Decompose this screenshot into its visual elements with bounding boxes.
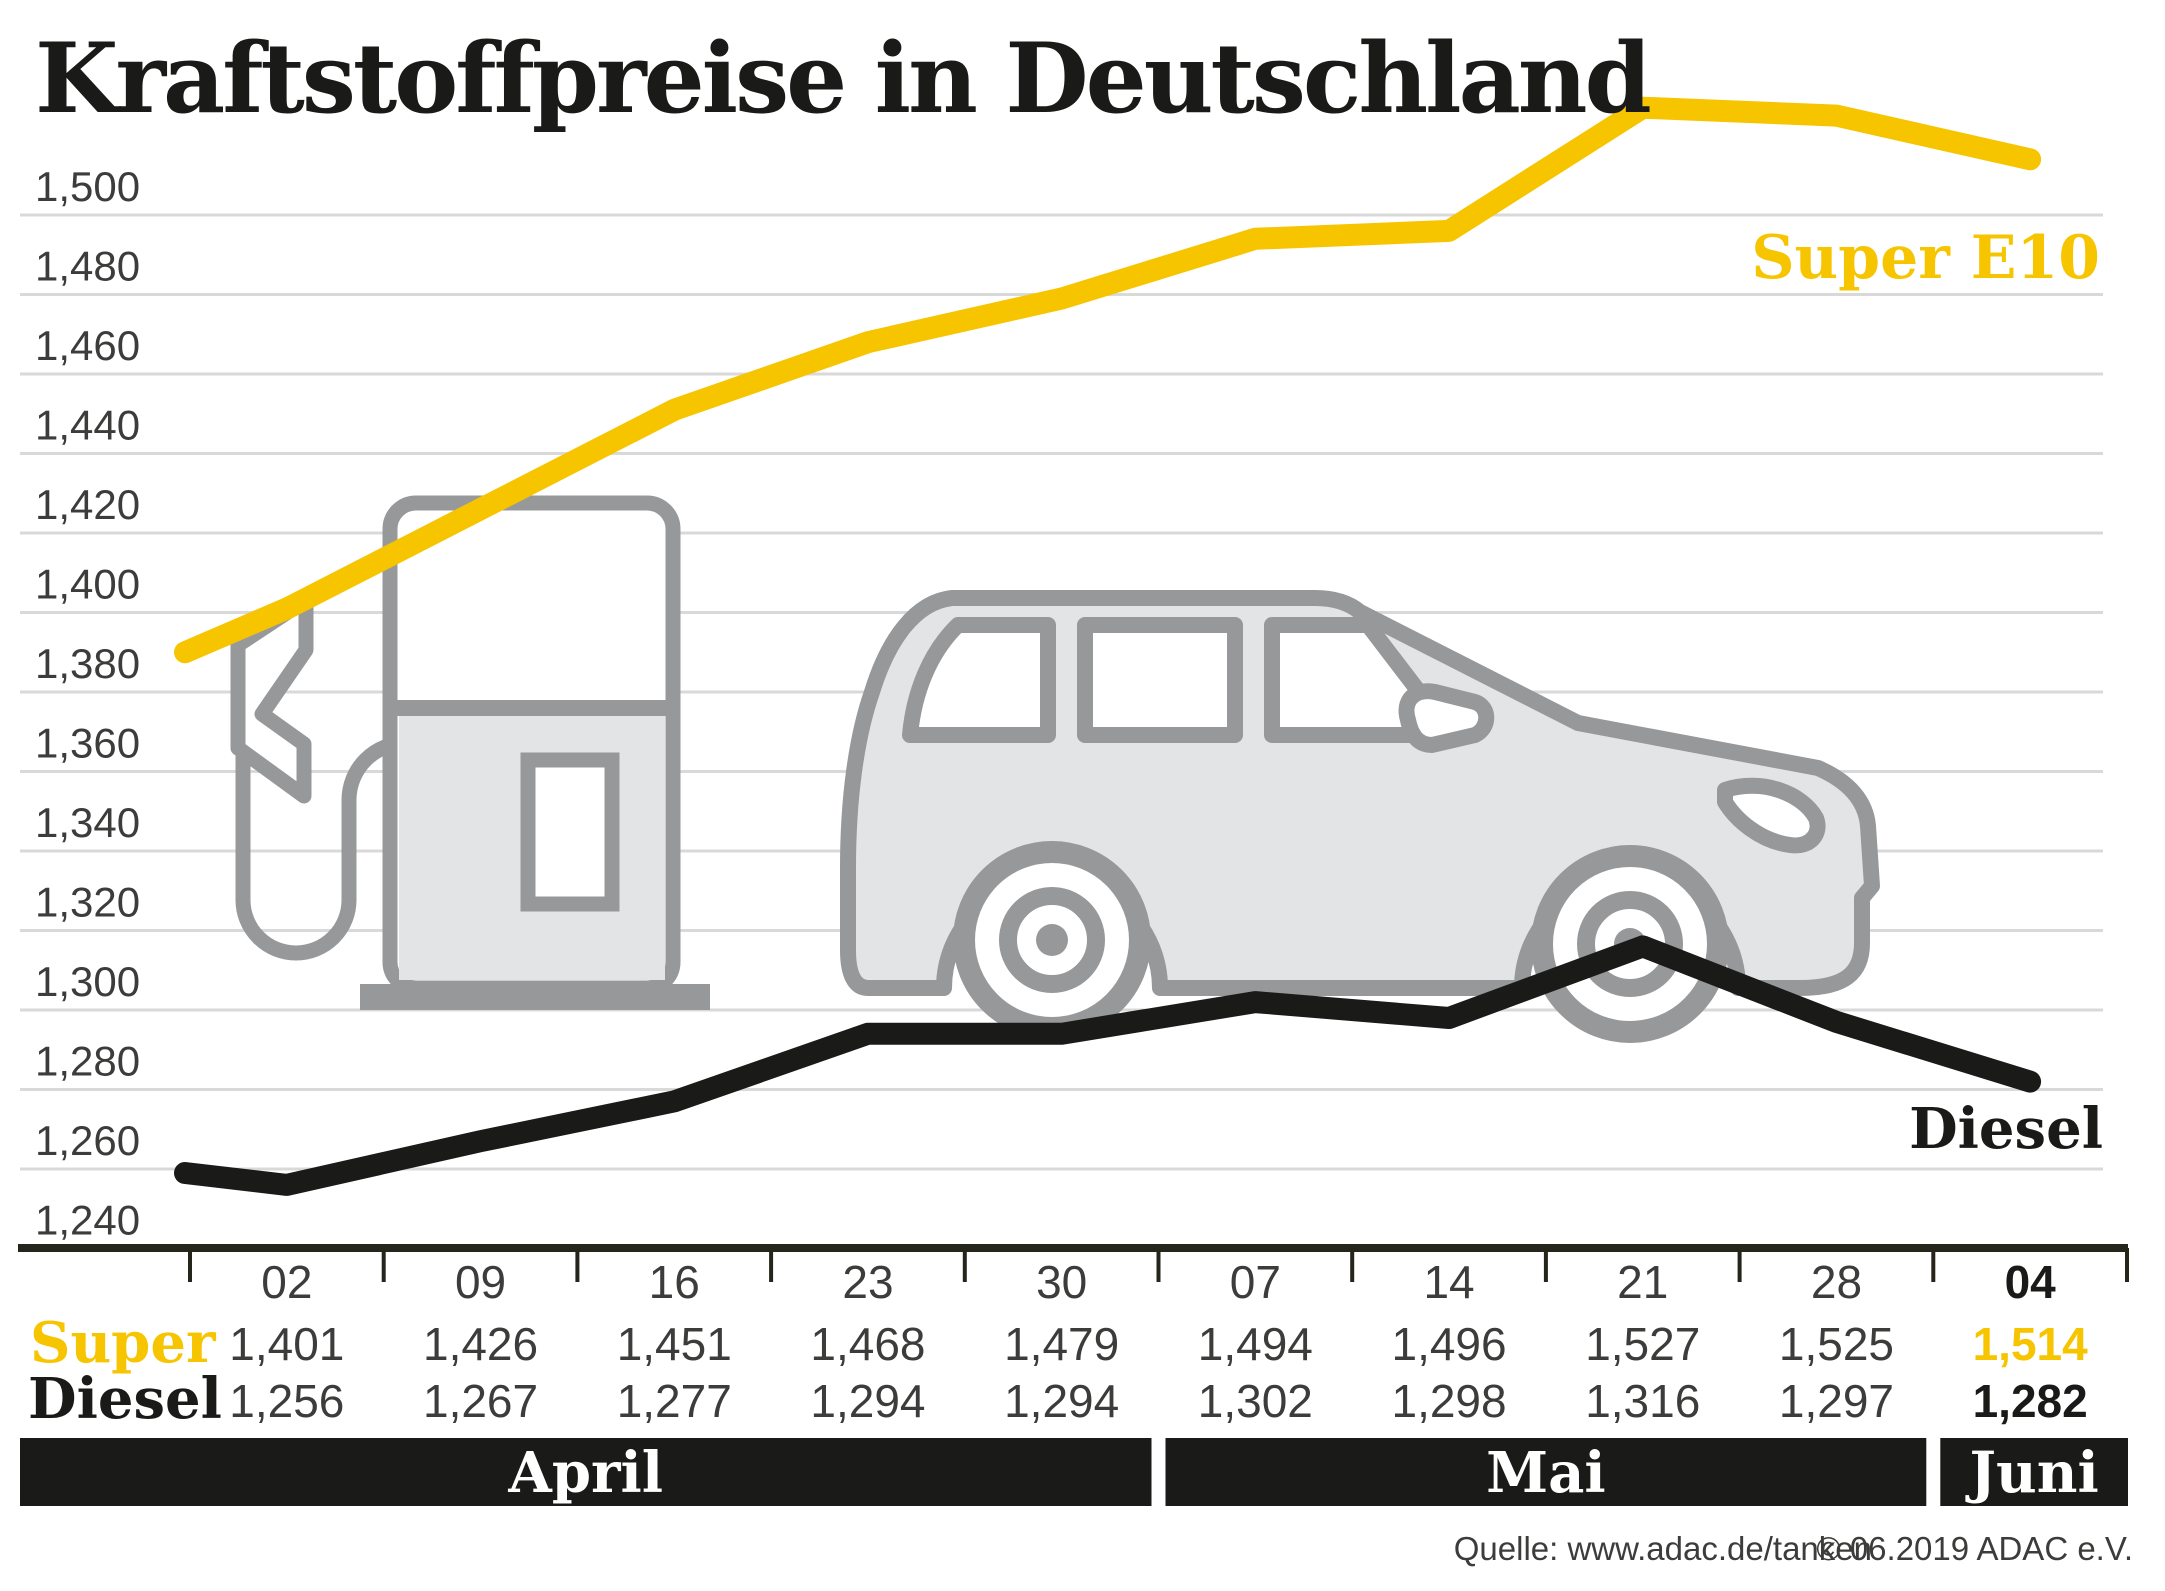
super-value: 1,426 xyxy=(423,1318,538,1370)
month-label-april: April xyxy=(507,1440,663,1506)
super-value: 1,494 xyxy=(1198,1318,1313,1370)
y-axis-label: 1,340 xyxy=(35,799,140,846)
car-rear-wheel xyxy=(953,841,1151,1039)
diesel-value-row: 1,256 1,267 1,277 1,294 1,294 1,302 1,298 1,316… xyxy=(229,1375,2087,1427)
super-value: 1,479 xyxy=(1004,1318,1119,1370)
x-axis-tick xyxy=(1350,1248,1355,1282)
car-middle-window xyxy=(1077,617,1243,743)
super-value: 1,496 xyxy=(1391,1318,1506,1370)
source-quelle: Quelle: www.adac.de/tanken xyxy=(1454,1530,1872,1567)
diesel-line xyxy=(174,935,2042,1196)
car-side-mirror xyxy=(1398,683,1495,753)
source-copyright: © 06.2019 ADAC e.V. xyxy=(1816,1530,2133,1567)
y-axis-label: 1,480 xyxy=(35,243,140,290)
month-band-juni xyxy=(1940,1438,2128,1506)
fuel-pump-icon xyxy=(230,495,710,1010)
diesel-value: 1,256 xyxy=(229,1375,344,1427)
x-axis-tick xyxy=(381,1248,386,1282)
y-axis-label: 1,300 xyxy=(35,958,140,1005)
pump-display xyxy=(520,752,620,912)
x-axis-tick xyxy=(1931,1248,1936,1282)
diesel-value: 1,294 xyxy=(1004,1375,1119,1427)
date-row: 02 09 16 23 30 07 14 21 28 04 xyxy=(261,1256,2056,1308)
super-value: 1,451 xyxy=(617,1318,732,1370)
y-axis-label: 1,260 xyxy=(35,1117,140,1164)
super-value: 1,527 xyxy=(1585,1318,1700,1370)
date-label: 28 xyxy=(1811,1256,1862,1308)
month-band-april xyxy=(20,1438,1152,1506)
super-row-label: Super xyxy=(30,1310,217,1376)
diesel-value: 1,297 xyxy=(1779,1375,1894,1427)
date-label: 16 xyxy=(649,1256,700,1308)
y-axis-label: 1,380 xyxy=(35,640,140,687)
x-axis-tick xyxy=(575,1248,580,1282)
date-label: 21 xyxy=(1617,1256,1668,1308)
y-axis-label: 1,440 xyxy=(35,402,140,449)
diesel-value: 1,282 xyxy=(1973,1375,2088,1427)
x-axis-tick xyxy=(2125,1248,2129,1282)
y-axis-label: 1,360 xyxy=(35,720,140,767)
y-axis-label: 1,280 xyxy=(35,1038,140,1085)
pump-base xyxy=(360,984,710,1010)
y-axis-labels: 1,500 1,480 1,460 1,440 1,420 1,400 1,380 1,360… xyxy=(35,163,140,1244)
month-label-juni: Juni xyxy=(1965,1440,2099,1506)
diesel-value: 1,316 xyxy=(1585,1375,1700,1427)
diesel-value: 1,267 xyxy=(423,1375,538,1427)
x-axis-tick xyxy=(962,1248,967,1282)
super-e10-line xyxy=(174,96,2042,664)
y-axis-label: 1,240 xyxy=(35,1197,140,1244)
date-label: 04 xyxy=(2005,1256,2057,1308)
month-bands: April Mai Juni xyxy=(20,1438,2128,1506)
date-label: 14 xyxy=(1423,1256,1474,1308)
super-value: 1,514 xyxy=(1973,1318,2089,1370)
car-headlight xyxy=(1717,777,1826,854)
month-band-mai xyxy=(1165,1438,1927,1506)
date-label: 07 xyxy=(1230,1256,1281,1308)
x-axis-tick xyxy=(188,1248,192,1282)
date-label: 09 xyxy=(455,1256,506,1308)
diesel-series-label: Diesel xyxy=(1909,1096,2103,1162)
date-label: 02 xyxy=(261,1256,312,1308)
car-icon xyxy=(840,590,1880,1043)
x-axis-ticks xyxy=(188,1248,2129,1282)
super-value: 1,401 xyxy=(229,1318,344,1370)
date-label: 23 xyxy=(842,1256,893,1308)
x-axis-tick xyxy=(1543,1248,1548,1282)
y-axis-label: 1,460 xyxy=(35,322,140,369)
pump-hose xyxy=(235,655,407,961)
x-axis-tick xyxy=(1737,1248,1742,1282)
diesel-value: 1,302 xyxy=(1198,1375,1313,1427)
y-axis-label: 1,500 xyxy=(35,163,140,210)
super-value: 1,525 xyxy=(1779,1318,1894,1370)
y-axis-label: 1,420 xyxy=(35,481,140,528)
super-value: 1,468 xyxy=(810,1318,925,1370)
super-e10-series-label: Super E10 xyxy=(1751,223,2100,293)
diesel-row-label: Diesel xyxy=(28,1366,222,1432)
diesel-value: 1,277 xyxy=(617,1375,732,1427)
x-axis-line xyxy=(18,1244,2128,1252)
y-axis-label: 1,400 xyxy=(35,561,140,608)
diesel-value: 1,298 xyxy=(1391,1375,1506,1427)
pump-nozzle xyxy=(230,592,314,804)
date-label: 30 xyxy=(1036,1256,1087,1308)
y-axis-label: 1,320 xyxy=(35,879,140,926)
super-value-row: 1,401 1,426 1,451 1,468 1,479 1,494 1,496 1,527… xyxy=(229,1318,2088,1370)
car-rear-window xyxy=(902,617,1056,743)
x-axis-tick xyxy=(769,1248,774,1282)
page-title: Kraftstoffpreise in Deutschland xyxy=(35,22,1650,135)
pump-divider xyxy=(383,700,680,716)
diesel-value: 1,294 xyxy=(810,1375,925,1427)
x-axis-tick xyxy=(1156,1248,1161,1282)
month-label-mai: Mai xyxy=(1486,1440,1606,1506)
